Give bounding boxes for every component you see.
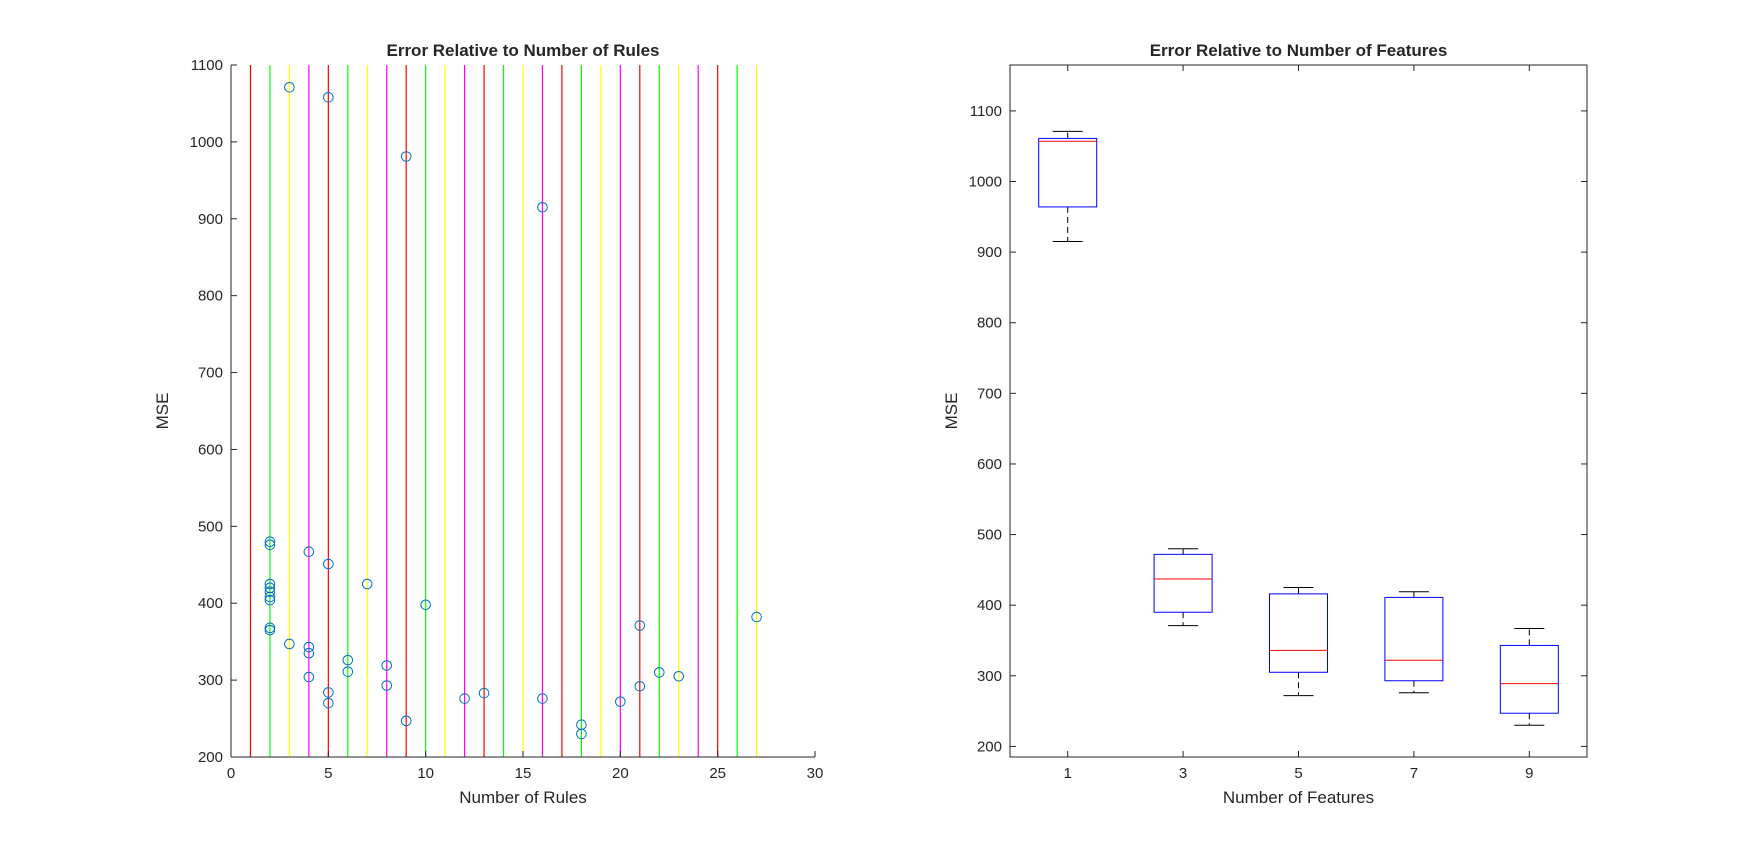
interquartile-box [1384,596,1444,682]
y-tick-label: 400 [977,597,1002,614]
data-point [420,599,431,611]
y-tick-label: 400 [198,595,223,612]
x-tick-label: 5 [1294,765,1302,782]
y-tick-label: 1100 [970,103,1002,120]
scatter-points [264,81,762,740]
x-tick-label: 20 [612,765,629,782]
data-point [323,697,334,709]
data-point [264,578,276,590]
data-point [400,715,412,727]
y-tick-label: 600 [977,456,1002,473]
data-point [478,687,490,699]
y-tick-label: 800 [198,288,223,305]
data-point [634,620,646,631]
y-tick-label: 700 [977,385,1002,402]
y-tick-label: 500 [977,527,1002,544]
y-tick-label: 1000 [190,134,223,151]
data-point [284,81,295,93]
data-point [303,641,315,653]
y-tick-label: 900 [198,211,223,228]
x-tick-label: 25 [709,765,726,782]
data-point [303,671,315,683]
x-tick-label: 7 [1410,765,1418,782]
rules-chart-y-axis-label: MSE [153,393,172,430]
data-point [284,638,295,650]
data-point [400,151,412,162]
x-tick-label: 15 [515,765,532,782]
y-tick-label: 1100 [191,57,223,74]
data-point [342,654,354,666]
data-point [381,680,393,691]
interquartile-box [1038,137,1098,208]
rules-chart-x-axis-label: Number of Rules [459,788,587,807]
x-tick-label: 10 [417,765,434,782]
data-point [459,693,470,704]
rules-scatter-chart: 0 5 10 15 20 25 30 200 300 400 500 600 700 800 900 1000… [153,41,823,807]
data-point [264,586,276,597]
box-plot [1384,591,1444,694]
data-point [264,594,276,606]
data-point [634,680,646,692]
data-point [537,201,548,213]
interquartile-box [1269,593,1328,673]
data-point [264,622,276,634]
data-point [381,660,393,671]
data-point [673,670,685,682]
data-point [264,539,276,551]
y-tick-label: 900 [977,244,1002,261]
features-chart-title: Error Relative to Number of Features [1150,41,1448,60]
box-plot [1153,548,1213,627]
data-point [342,666,354,677]
y-tick-label: 500 [198,518,223,535]
box-plot [1038,130,1098,243]
x-tick-label: 30 [807,765,824,782]
interquartile-box [1499,644,1559,714]
rules-chart-axes: 0 5 10 15 20 25 30 200 300 400 500 600 700 800 900 1000… [190,57,824,782]
x-tick-label: 3 [1179,765,1187,782]
data-point [751,611,762,623]
features-chart-x-axis-label: Number of Features [1223,788,1374,807]
data-point [576,728,587,740]
data-point [323,91,334,103]
y-tick-label: 800 [977,315,1002,332]
data-point [264,624,276,636]
data-point [615,696,626,707]
box-plot [1499,627,1559,726]
y-tick-label: 1000 [969,174,1002,191]
y-tick-label: 300 [198,672,223,689]
features-chart-y-axis-label: MSE [942,393,961,430]
y-tick-label: 200 [977,738,1002,755]
y-tick-label: 700 [198,365,223,382]
data-point [303,647,315,659]
box-plots [1038,130,1559,726]
y-tick-label: 200 [198,749,223,766]
data-point [323,687,334,698]
data-point [264,591,276,603]
data-point [361,578,373,590]
y-tick-label: 600 [198,441,223,458]
x-tick-label: 0 [227,765,235,782]
x-tick-label: 1 [1064,765,1072,782]
x-tick-label: 9 [1525,765,1533,782]
data-point [537,693,548,704]
features-box-chart: 200 300 400 500 600 700 800 900 1000 1100 1 3 5 7 9 Er… [942,41,1588,807]
data-point [323,558,334,570]
data-point [264,536,276,548]
box-plot [1269,587,1328,697]
x-tick-label: 5 [324,765,332,782]
y-tick-label: 300 [977,668,1002,685]
interquartile-box [1153,553,1213,613]
data-point [303,546,315,558]
rules-chart-title: Error Relative to Number of Rules [386,41,659,60]
data-point [653,667,665,678]
features-chart-axes: 200 300 400 500 600 700 800 900 1000 1100 1 3 5 7 9 [969,64,1588,782]
rule-count-reference-lines [249,65,758,757]
